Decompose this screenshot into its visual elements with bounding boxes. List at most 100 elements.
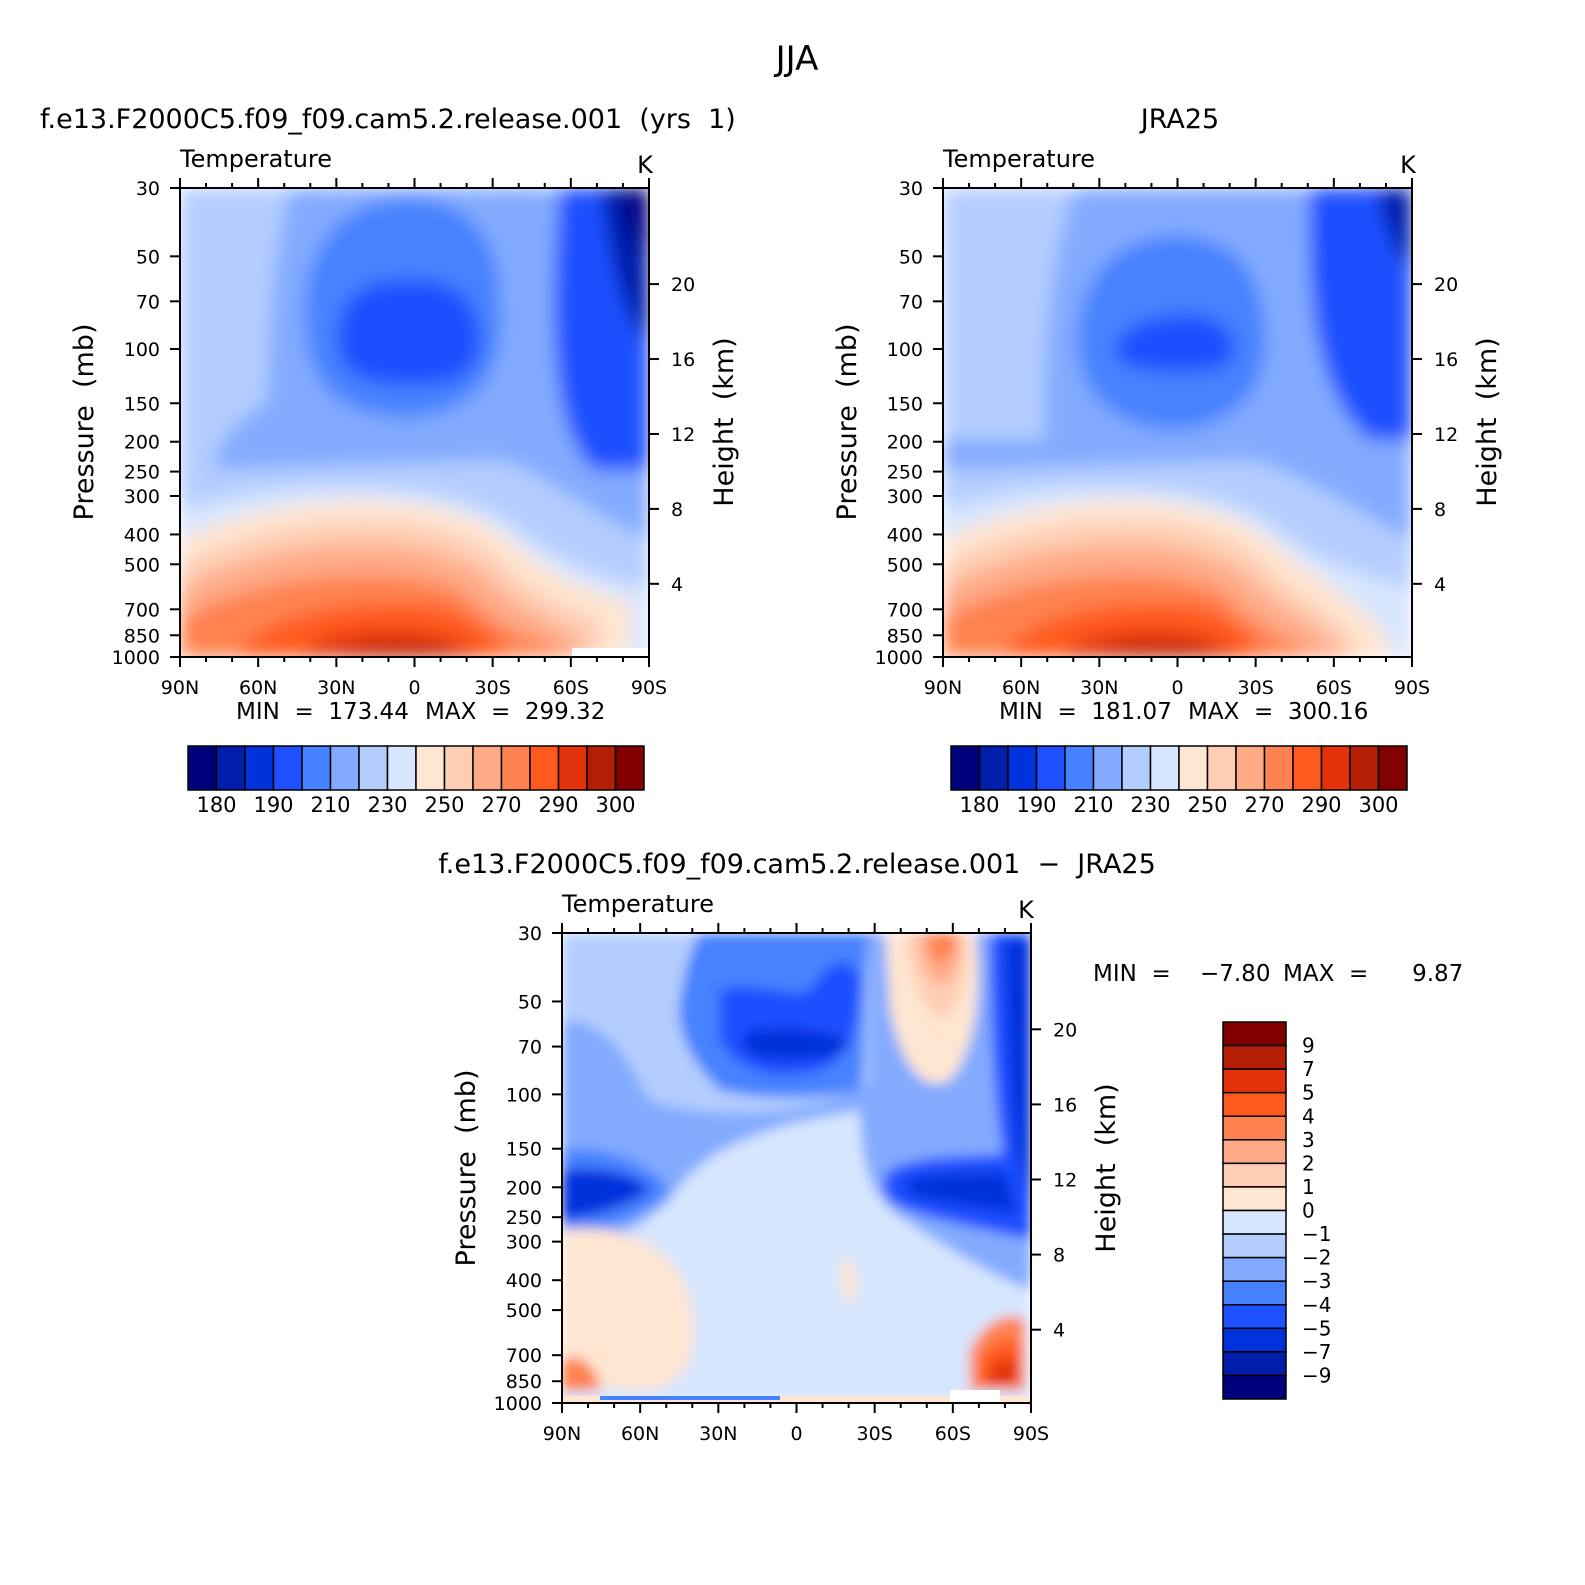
y-tick-label: 30 xyxy=(136,178,160,200)
y-tick-label: 150 xyxy=(506,1139,542,1161)
colorbar-label: 0 xyxy=(1302,1199,1315,1223)
colorbar-swatch xyxy=(1222,1115,1287,1141)
colorbar-swatch xyxy=(1222,1351,1287,1377)
colorbar-swatch xyxy=(529,745,560,791)
colorbar-swatch xyxy=(1222,1021,1287,1047)
y-tick-label: 150 xyxy=(887,393,923,415)
colorbar-swatch xyxy=(329,745,360,791)
colorbar-swatch xyxy=(1222,1068,1287,1094)
x-tick-label: 30N xyxy=(1080,677,1118,699)
model-subtitle: Temperature xyxy=(179,145,332,173)
diff-ylabel: Pressure (mb) xyxy=(451,1070,482,1267)
colorbar-swatch xyxy=(301,745,332,791)
y-tick-label: 50 xyxy=(518,991,542,1013)
diff-max-label: MAX = 9.87 xyxy=(1283,961,1463,987)
y-tick-label: 100 xyxy=(887,339,923,361)
colorbar-swatch xyxy=(358,745,389,791)
colorbar-swatch xyxy=(1064,745,1095,791)
colorbar-swatch xyxy=(1222,1162,1287,1188)
colorbar-label: 9 xyxy=(1302,1034,1315,1058)
colorbar-swatch xyxy=(1035,745,1066,791)
colorbar-label: 4 xyxy=(1302,1104,1315,1128)
x-tick-label: 90N xyxy=(924,677,962,699)
model-panel-title: f.e13.F2000C5.f09_f09.cam5.2.release.001… xyxy=(40,104,736,135)
x-tick-label: 60N xyxy=(621,1423,659,1445)
colorbar-swatch xyxy=(614,745,645,791)
colorbar-swatch xyxy=(244,745,275,791)
y-tick-label: 400 xyxy=(887,524,923,546)
x-tick-label: 90S xyxy=(1394,677,1430,699)
y-tick-label: 30 xyxy=(518,923,542,945)
colorbar-swatch xyxy=(386,745,417,791)
colorbar-swatch xyxy=(1092,745,1123,791)
colorbar-label: −1 xyxy=(1302,1222,1331,1246)
y-tick-label: 300 xyxy=(506,1232,542,1254)
y-tick-label: 70 xyxy=(518,1037,542,1059)
x-tick-label: 90S xyxy=(1013,1423,1049,1445)
model-max-label: MAX = 299.32 xyxy=(425,699,605,725)
colorbar-swatch xyxy=(1222,1304,1287,1330)
obs-max-label: MAX = 300.16 xyxy=(1188,699,1368,725)
colorbar-swatch xyxy=(415,745,446,791)
colorbar-swatch xyxy=(187,745,218,791)
colorbar-swatch xyxy=(443,745,474,791)
obs-contour-field xyxy=(943,188,1412,657)
x-tick-label: 60S xyxy=(935,1423,971,1445)
y-tick-label: 1000 xyxy=(494,1393,542,1415)
height-tick-label: 8 xyxy=(671,499,683,521)
obs-units: K xyxy=(1400,151,1417,179)
colorbar-label: 290 xyxy=(538,793,578,817)
height-tick-label: 4 xyxy=(1434,574,1446,596)
diff-min-label: MIN = −7.80 xyxy=(1093,961,1270,987)
y-tick-label: 500 xyxy=(124,554,160,576)
colorbar-swatch xyxy=(1222,1209,1287,1235)
x-tick-label: 90N xyxy=(543,1423,581,1445)
colorbar-swatch xyxy=(1149,745,1180,791)
colorbar-label: 5 xyxy=(1302,1081,1315,1105)
obs-x-ticks: 90N 60N 30N 0 30S 60S 90S xyxy=(924,178,1430,699)
model-x-ticks: 90N 60N 30N 0 30S 60S 90S xyxy=(161,178,667,699)
colorbar-swatch xyxy=(950,745,981,791)
x-tick-label: 30S xyxy=(857,1423,893,1445)
x-tick-label: 30N xyxy=(317,677,355,699)
y-tick-label: 200 xyxy=(887,432,923,454)
y-tick-label: 100 xyxy=(506,1084,542,1106)
colorbar-swatch xyxy=(1222,1186,1287,1212)
colorbar-swatch xyxy=(1222,1256,1287,1282)
colorbar-label: 1 xyxy=(1302,1175,1315,1199)
y-tick-label: 700 xyxy=(124,599,160,621)
colorbar-swatch xyxy=(1235,745,1266,791)
height-tick-label: 4 xyxy=(1053,1320,1065,1342)
colorbar-swatch xyxy=(1222,1327,1287,1353)
diff-height-ticks: 20 16 12 8 4 xyxy=(1031,1019,1077,1342)
colorbar-swatch xyxy=(1222,1044,1287,1070)
model-height-ticks: 20 16 12 8 4 xyxy=(649,274,695,596)
x-tick-label: 90N xyxy=(161,677,199,699)
y-tick-label: 50 xyxy=(899,246,923,268)
height-tick-label: 16 xyxy=(671,349,695,371)
colorbar-label: −7 xyxy=(1302,1340,1331,1364)
y-tick-label: 400 xyxy=(124,524,160,546)
colorbar-label: −3 xyxy=(1302,1269,1331,1293)
colorbar-swatch xyxy=(1121,745,1152,791)
model-colorbar: 180 190 210 230 250 270 290 300 xyxy=(187,745,645,817)
colorbar-swatch xyxy=(1377,745,1408,791)
x-tick-label: 30N xyxy=(699,1423,737,1445)
colorbar-swatch xyxy=(557,745,588,791)
x-tick-label: 60N xyxy=(239,677,277,699)
y-tick-label: 400 xyxy=(506,1270,542,1292)
y-tick-label: 850 xyxy=(887,625,923,647)
y-tick-label: 150 xyxy=(124,393,160,415)
colorbar-label: 180 xyxy=(959,793,999,817)
height-tick-label: 16 xyxy=(1434,349,1458,371)
y-tick-label: 500 xyxy=(506,1300,542,1322)
model-y2label: Height (km) xyxy=(709,337,740,506)
y-tick-label: 100 xyxy=(124,339,160,361)
x-tick-label: 60N xyxy=(1002,677,1040,699)
y-tick-label: 1000 xyxy=(875,647,923,669)
y-tick-label: 500 xyxy=(887,554,923,576)
height-tick-label: 12 xyxy=(1434,424,1458,446)
y-tick-label: 850 xyxy=(506,1371,542,1393)
